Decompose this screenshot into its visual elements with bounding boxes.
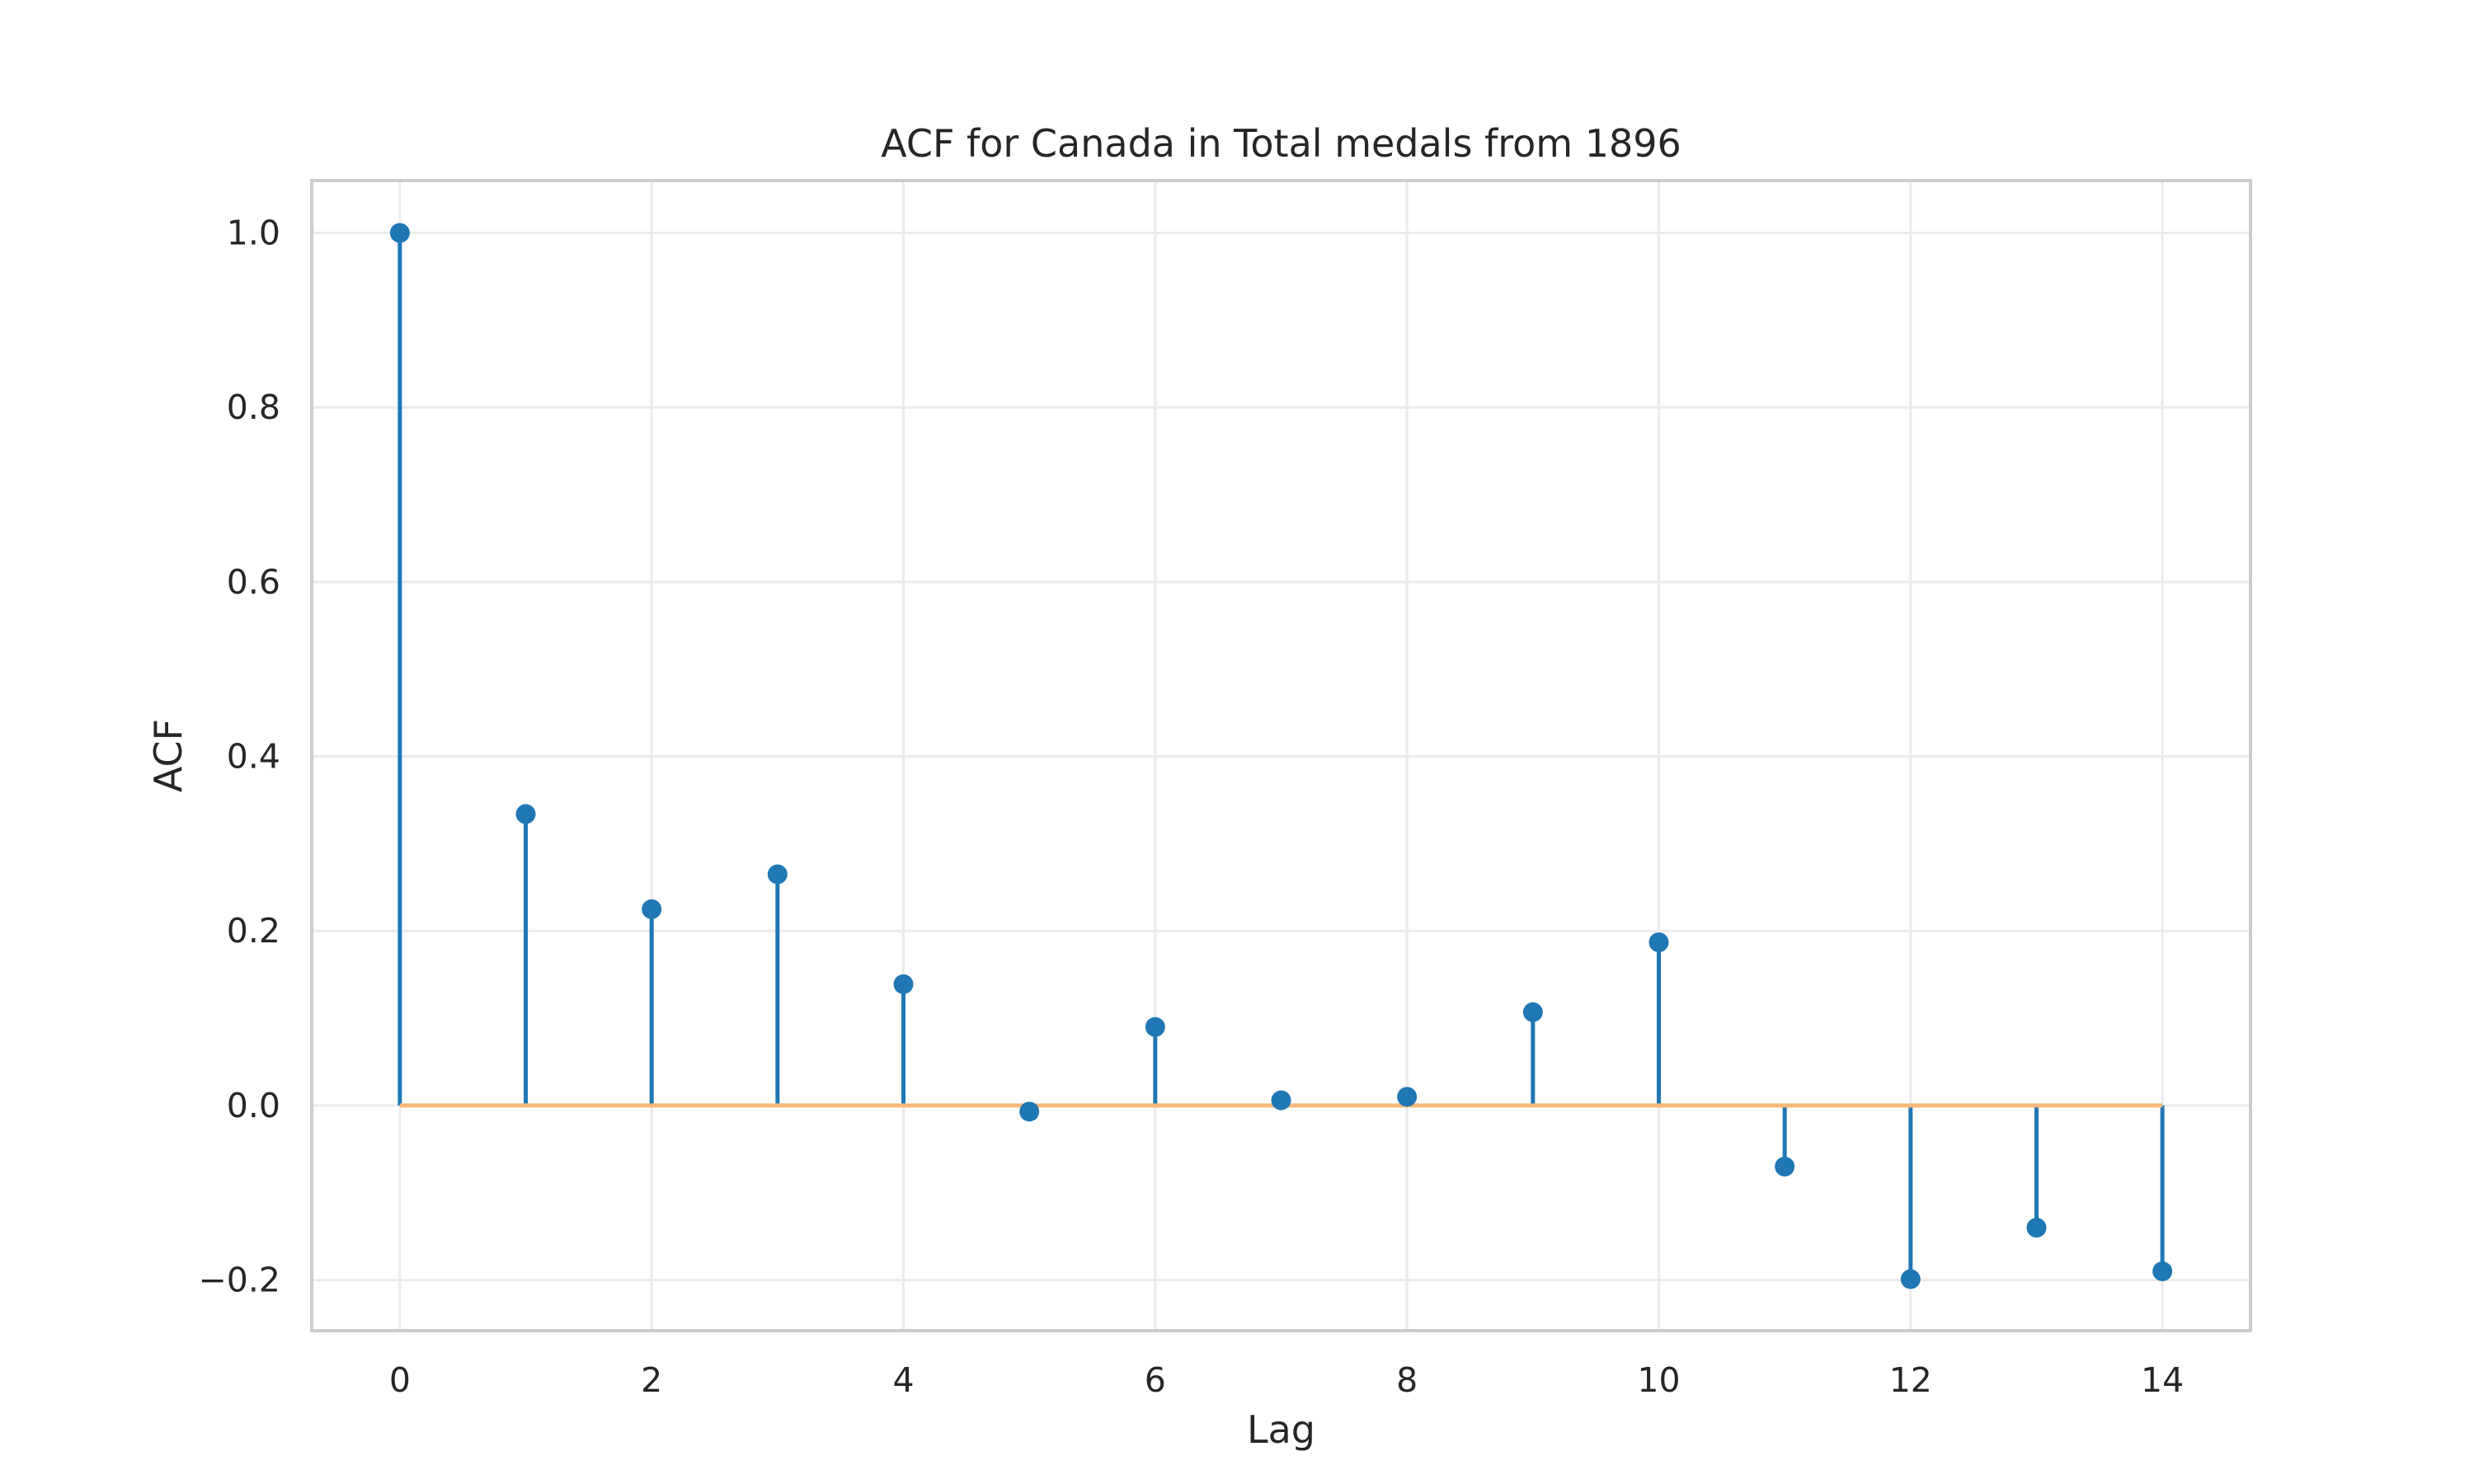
stem-marker	[1775, 1157, 1795, 1177]
stem-marker	[1271, 1090, 1291, 1111]
x-tick-label: 10	[1637, 1360, 1680, 1400]
stem-marker	[389, 223, 410, 243]
stem-marker	[1900, 1269, 1921, 1289]
stem-marker	[1397, 1087, 1418, 1107]
stem-marker	[2152, 1261, 2173, 1282]
x-ticks: 0 2 4 6 8 10 12 14	[389, 1360, 2184, 1400]
x-tick-label: 4	[892, 1360, 914, 1400]
x-axis-label: Lag	[1247, 1407, 1315, 1452]
stem-marker	[1522, 1002, 1543, 1022]
stem-marker	[2026, 1218, 2047, 1238]
x-tick-label: 6	[1145, 1360, 1166, 1400]
stem-marker	[767, 864, 788, 885]
y-ticks: −0.2 0.0 0.2 0.4 0.6 0.8 1.0	[198, 214, 280, 1300]
stem-marker	[515, 804, 536, 824]
plot-frame	[310, 179, 2252, 1332]
stem-marker	[1145, 1017, 1165, 1037]
x-tick-label: 0	[389, 1360, 411, 1400]
y-axis-label: ACF	[146, 719, 190, 792]
stem-markers	[389, 223, 2173, 1289]
y-tick-label: 0.2	[227, 911, 280, 951]
stem-marker	[893, 974, 914, 994]
stem-marker	[642, 899, 662, 919]
y-tick-label: −0.2	[198, 1261, 280, 1300]
x-tick-label: 2	[641, 1360, 662, 1400]
stem-marker	[1649, 932, 1669, 953]
chart-title: ACF for Canada in Total medals from 1896	[881, 121, 1681, 166]
stem-marker	[1019, 1101, 1040, 1122]
x-tick-label: 12	[1889, 1360, 1932, 1400]
x-tick-label: 14	[2141, 1360, 2184, 1400]
y-tick-label: 0.4	[227, 737, 280, 777]
y-tick-label: 0.6	[227, 562, 280, 602]
y-tick-label: 0.8	[227, 387, 280, 427]
y-tick-label: 0.0	[227, 1086, 280, 1125]
y-tick-label: 1.0	[227, 214, 280, 253]
x-tick-label: 8	[1396, 1360, 1418, 1400]
